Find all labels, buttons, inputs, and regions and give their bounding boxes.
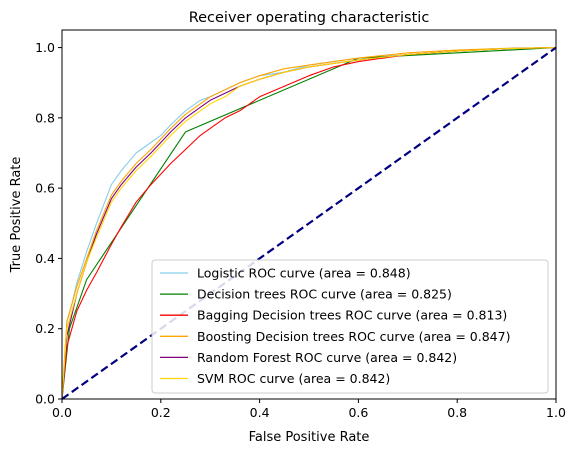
- legend-label: SVM ROC curve (area = 0.842): [197, 371, 390, 386]
- x-axis-label: False Positive Rate: [249, 430, 370, 445]
- y-tick-label: 0.2: [35, 321, 55, 336]
- legend: Logistic ROC curve (area = 0.848) Decisio…: [151, 259, 549, 394]
- legend-label: Logistic ROC curve (area = 0.848): [197, 266, 411, 281]
- x-tick-label: 0.0: [52, 405, 72, 420]
- legend-box: [151, 259, 549, 394]
- legend-label: Decision trees ROC curve (area = 0.825): [197, 287, 452, 302]
- chart-title: Receiver operating characteristic: [189, 10, 430, 26]
- legend-label: Boosting Decision trees ROC curve (area …: [197, 329, 510, 344]
- y-tick-label: 0.6: [35, 181, 55, 196]
- roc-curves: [61, 46, 557, 400]
- y-tick-label: 1.0: [35, 40, 55, 55]
- x-tick-label: 0.4: [250, 405, 270, 420]
- y-axis-ticks: 0.0 0.2 0.4 0.6 0.8 1.0: [35, 40, 62, 407]
- roc-curve-3: [61, 47, 557, 400]
- y-axis-label: True Positive Rate: [9, 157, 24, 274]
- x-tick-label: 1.0: [546, 405, 566, 420]
- legend-label: Bagging Decision trees ROC curve (area =…: [197, 308, 507, 323]
- x-axis-ticks: 0.0 0.2 0.4 0.6 0.8 1.0: [52, 399, 566, 420]
- legend-label: Random Forest ROC curve (area = 0.842): [197, 350, 457, 365]
- roc-curve-2: [61, 47, 557, 400]
- y-tick-label: 0.0: [35, 392, 55, 407]
- roc-curve-5: [61, 47, 557, 400]
- chance-diagonal-line: [61, 46, 557, 400]
- plot-frame: [61, 29, 557, 400]
- y-tick-label: 0.4: [35, 251, 55, 266]
- x-tick-label: 0.6: [348, 405, 368, 420]
- x-tick-label: 0.8: [447, 405, 467, 420]
- y-tick-label: 0.8: [35, 110, 55, 125]
- x-tick-label: 0.2: [151, 405, 171, 420]
